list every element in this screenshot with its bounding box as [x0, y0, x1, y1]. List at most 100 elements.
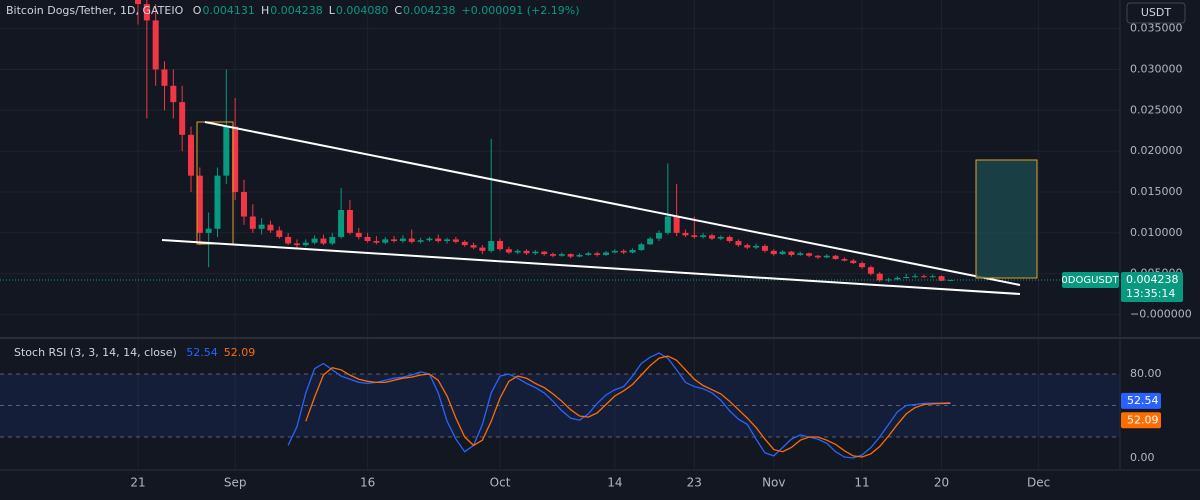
- indicator-title: Stoch RSI (3, 3, 14, 14, close): [14, 346, 177, 359]
- x-tick-label: 14: [607, 476, 622, 490]
- ohlc-value: 0.004238: [403, 4, 456, 17]
- x-tick-label: Dec: [1027, 476, 1050, 490]
- candle-body: [850, 260, 857, 264]
- candle-body: [744, 245, 751, 248]
- candle-body: [620, 250, 627, 253]
- ohlc-key: O: [193, 4, 202, 17]
- trendline-lower: [161, 239, 1021, 295]
- candle-body: [152, 20, 159, 70]
- candle-body: [408, 238, 415, 242]
- candle-body: [832, 255, 839, 260]
- candle-body: [735, 241, 742, 246]
- candle-body: [205, 228, 212, 233]
- x-tick-label: 21: [130, 476, 145, 490]
- price-tag-bg: [1121, 271, 1183, 302]
- candle-body: [382, 239, 389, 243]
- currency-button-label[interactable]: USDT: [1141, 6, 1172, 19]
- candle-body: [664, 216, 671, 233]
- x-tick-label: 23: [687, 476, 702, 490]
- candle-body: [770, 250, 777, 255]
- price-tag: 0.004238: [1126, 273, 1179, 286]
- candle-body: [788, 251, 795, 255]
- candle-body: [594, 253, 601, 255]
- indicator-tag: 52.09: [1127, 413, 1159, 426]
- candle-body: [346, 209, 353, 233]
- countdown: 13:35:14: [1126, 287, 1175, 300]
- candle-body: [779, 251, 786, 255]
- candle-body: [532, 251, 539, 254]
- candle-body: [470, 245, 477, 248]
- candle-body: [240, 192, 247, 217]
- y-tick-label: 0.020000: [1130, 144, 1183, 157]
- candle-body: [947, 279, 954, 281]
- candle-body: [232, 126, 239, 193]
- target-box: [975, 159, 1038, 279]
- candle-body: [929, 276, 936, 278]
- currency-button[interactable]: [1126, 2, 1186, 24]
- candle-body: [859, 263, 866, 268]
- y-tick-label: 0.035000: [1130, 22, 1183, 35]
- candle-body: [135, 0, 142, 5]
- ohlc-value: 0.004238: [270, 4, 323, 17]
- candle-body: [903, 276, 910, 278]
- candle-body: [726, 236, 733, 242]
- candle-body: [841, 259, 848, 261]
- y-tick-label: −0.000000: [1130, 308, 1192, 321]
- candle-body: [920, 276, 927, 278]
- candle-body: [611, 250, 618, 253]
- candle-body: [505, 249, 512, 253]
- candle-body: [355, 232, 362, 237]
- candle-body: [691, 235, 698, 237]
- candle-body: [435, 238, 442, 242]
- candle-body: [293, 243, 300, 246]
- candle-body: [567, 254, 574, 257]
- candle-body: [550, 254, 557, 256]
- candle-body: [479, 247, 486, 251]
- candle-body: [514, 250, 521, 253]
- candle-body: [823, 255, 830, 258]
- ohlc-key: L: [329, 4, 336, 17]
- candle-body: [267, 224, 274, 231]
- symbol-title: Bitcoin Dogs/Tether, 1D, GATEIO: [6, 4, 184, 17]
- candle-body: [541, 251, 548, 255]
- ohlc-key: H: [261, 4, 269, 17]
- candle-body: [700, 235, 707, 237]
- indicator-tag: 52.54: [1127, 394, 1159, 407]
- candle-body: [452, 239, 459, 242]
- x-tick-label: 16: [360, 476, 375, 490]
- indicator-value: 52.09: [224, 346, 256, 359]
- candle-body: [364, 236, 371, 242]
- candle-body: [223, 126, 230, 176]
- candle-body: [285, 236, 292, 244]
- candle-body: [576, 254, 583, 257]
- indicator-value: 52.54: [186, 346, 218, 359]
- candle-body: [170, 85, 177, 103]
- candle-body: [814, 255, 821, 258]
- ohlc-value: 0.004080: [336, 4, 389, 17]
- candle-body: [417, 240, 424, 242]
- candle-body: [638, 244, 645, 251]
- candle-body: [488, 241, 495, 251]
- candle-body: [444, 239, 451, 242]
- indicator-tag-bg: [1121, 412, 1161, 429]
- candle-body: [708, 235, 715, 239]
- x-tick-label: Oct: [490, 476, 511, 490]
- candle-body: [179, 102, 186, 135]
- candle-body: [629, 250, 636, 253]
- symbol-tag-bg: [1062, 271, 1119, 288]
- stoch-line: [287, 352, 951, 459]
- ohlc-value: 0.004131: [202, 4, 255, 17]
- candle-body: [399, 238, 406, 242]
- candle-body: [717, 236, 724, 239]
- candle-body: [302, 242, 309, 246]
- candle-body: [426, 238, 433, 241]
- candle-body: [673, 216, 680, 233]
- ohlc-key: C: [394, 4, 402, 17]
- candle-body: [523, 250, 530, 254]
- x-tick-label: Nov: [762, 476, 785, 490]
- candle-body: [329, 236, 336, 244]
- candle-body: [876, 273, 883, 281]
